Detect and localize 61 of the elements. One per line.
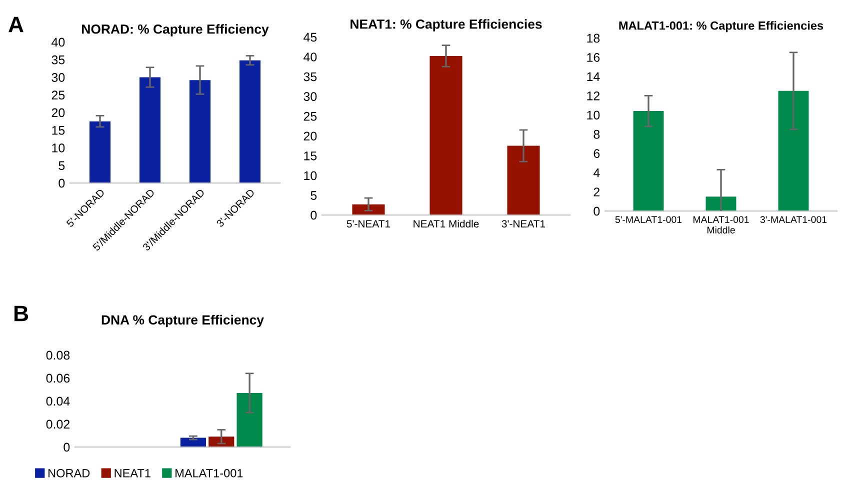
y-tick-label: 15 (304, 152, 317, 160)
y-tick-label: 10 (587, 110, 600, 120)
text: B (14, 306, 28, 322)
y-tick-label: 0 (58, 178, 65, 188)
y-tick-label: 10 (52, 144, 65, 152)
y-tick-label: 8 (594, 130, 600, 139)
y-tick-label: 0 (594, 206, 600, 216)
y-tick-label: 16 (587, 53, 600, 62)
y-tick-label: 0 (310, 210, 317, 220)
bar (236, 392, 262, 447)
bar (208, 436, 234, 447)
x-tick-label: NEAT1 Middle (414, 220, 479, 228)
y-tick-label: 20 (52, 108, 65, 118)
bar (190, 80, 210, 183)
y-tick-label: 6 (594, 149, 600, 158)
legend-label: MALAT1-001 (176, 468, 243, 478)
y-tick-label: 25 (52, 90, 65, 100)
x-tick-label: 3'-MALAT1-001 (760, 216, 827, 223)
chart-title: DNA % Capture Efficiency (102, 314, 264, 328)
y-tick-label: 30 (52, 73, 65, 82)
y-tick-label: 20 (304, 132, 317, 141)
bar (90, 121, 110, 183)
y-tick-label: 18 (587, 34, 600, 43)
y-tick-label: 40 (52, 38, 65, 47)
y-tick-label: 0.02 (46, 420, 70, 429)
y-tick-label: 2 (594, 188, 600, 196)
text: A (8, 16, 24, 32)
y-tick-label: 4 (593, 168, 600, 178)
chart-title: MALAT1-001: % Capture Efficiencies (619, 21, 824, 32)
bar (430, 56, 462, 215)
x-tick-label: MALAT1-001 Middle (694, 216, 749, 234)
bar (778, 90, 809, 211)
x-tick-label: 5'-MALAT1-001 (615, 216, 682, 223)
y-tick-label: 5 (310, 191, 317, 200)
bar (633, 111, 664, 211)
y-tick-label: 0 (64, 442, 70, 452)
y-tick-label: 5 (58, 161, 65, 170)
y-tick-label: 0.08 (46, 350, 70, 360)
bar (352, 204, 385, 215)
y-tick-label: 15 (52, 126, 65, 135)
bar (140, 77, 160, 183)
bar (507, 146, 540, 215)
y-tick-label: 0.06 (46, 374, 70, 383)
y-tick-label: 35 (304, 72, 317, 82)
y-tick-label: 45 (304, 32, 317, 42)
legend-label: NEAT1 (114, 469, 150, 478)
y-tick-label: 10 (304, 171, 317, 180)
y-tick-label: 14 (587, 72, 600, 81)
bar (180, 438, 206, 447)
y-tick-label: 0.04 (46, 396, 70, 406)
x-tick-label: 5'-NEAT1 (346, 220, 390, 228)
y-tick-label: 30 (304, 92, 317, 101)
legend-label: NORAD (48, 468, 90, 478)
y-tick-label: 35 (52, 55, 65, 64)
bar (240, 60, 260, 183)
chart-title: NEAT1: % Capture Efficiencies (350, 19, 542, 32)
x-tick-label: 3'-NEAT1 (502, 220, 546, 228)
y-tick-label: 12 (587, 91, 600, 100)
y-tick-label: 25 (304, 112, 317, 121)
y-tick-label: 40 (304, 52, 317, 62)
chart-title: NORAD: % Capture Efficiency (82, 24, 269, 36)
